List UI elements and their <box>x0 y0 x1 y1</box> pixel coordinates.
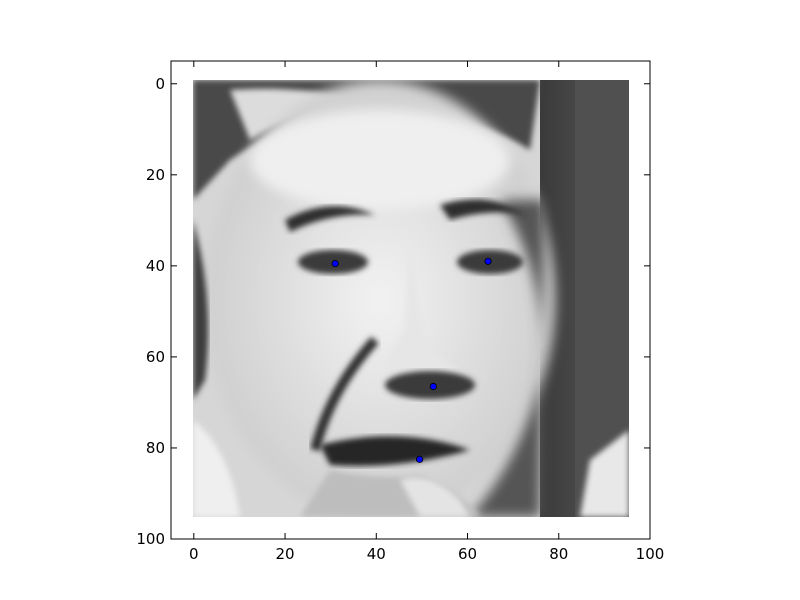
landmark-point <box>429 382 437 391</box>
y-tick-label: 40 <box>146 257 165 275</box>
x-axis: 0 20 40 60 80 100 <box>189 61 664 563</box>
x-tick-label: 80 <box>549 545 568 563</box>
landmark-point <box>331 259 339 268</box>
y-axis: 0 20 40 60 80 100 <box>136 75 650 548</box>
axes-frame <box>170 60 651 540</box>
landmark-point <box>416 455 424 463</box>
x-tick-label: 0 <box>189 545 199 563</box>
x-tick-label: 60 <box>458 545 477 563</box>
y-tick-label: 60 <box>146 348 165 366</box>
x-tick-label: 100 <box>636 545 665 563</box>
landmark-point <box>484 257 492 265</box>
y-tick-label: 0 <box>155 75 165 93</box>
landmark-points <box>331 257 492 463</box>
face-photo-image <box>193 80 629 517</box>
y-tick-label: 100 <box>136 530 165 548</box>
y-tick-label: 80 <box>146 439 165 457</box>
x-tick-label: 40 <box>367 545 386 563</box>
x-tick-label: 20 <box>276 545 295 563</box>
y-tick-label: 20 <box>146 166 165 184</box>
